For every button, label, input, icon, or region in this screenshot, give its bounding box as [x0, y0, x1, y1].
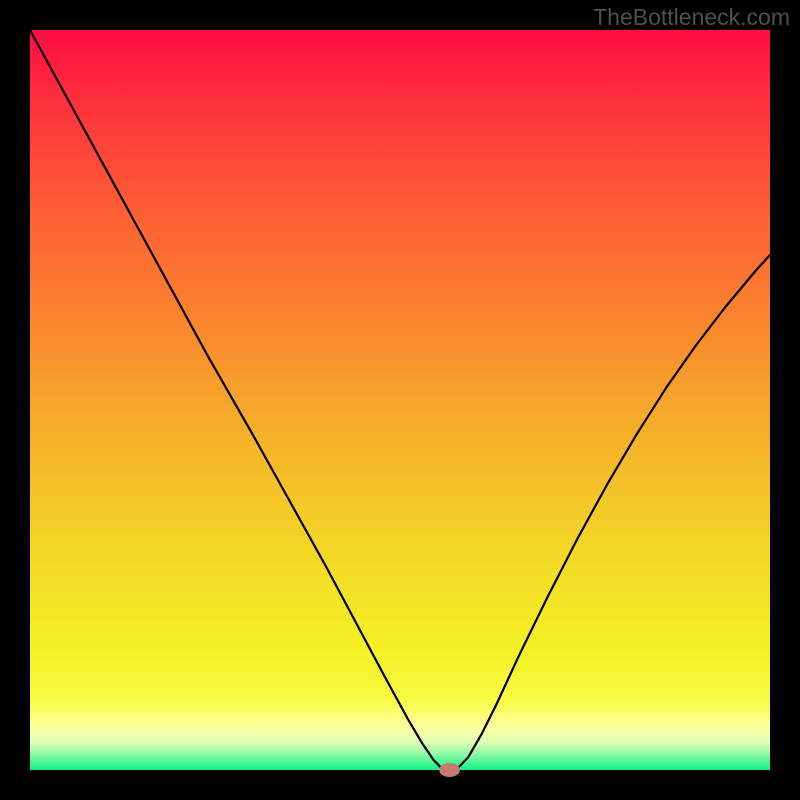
bottleneck-chart: [0, 0, 800, 800]
figure-container: TheBottleneck.com: [0, 0, 800, 800]
optimal-point-marker: [439, 763, 460, 777]
watermark-text: TheBottleneck.com: [593, 4, 790, 31]
